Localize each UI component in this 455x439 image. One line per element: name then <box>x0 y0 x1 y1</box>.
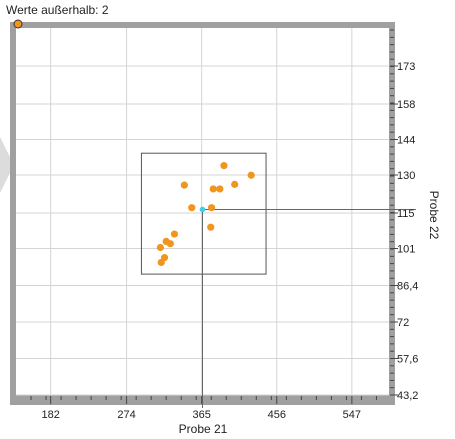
y-tick-label: 101 <box>397 244 415 256</box>
x-tick-label: 365 <box>192 409 210 421</box>
y-tick-label: 57,6 <box>397 354 418 366</box>
x-tick-label: 547 <box>343 409 361 421</box>
selection-box-layer <box>140 152 267 275</box>
y-tick-label: 144 <box>397 135 415 147</box>
y-tick-label: 43,2 <box>397 390 418 402</box>
data-point <box>170 230 179 238</box>
data-point <box>216 185 224 193</box>
data-point <box>166 240 174 248</box>
y-axis-label: Probe 22 <box>427 191 441 240</box>
side-arrow-decoration <box>0 137 14 193</box>
y-tick-label: 130 <box>397 170 415 182</box>
y-tick-label: 86,4 <box>397 281 418 293</box>
y-tick-label: 158 <box>397 99 415 111</box>
centroid-point <box>199 206 206 213</box>
outliers-label: Werte außerhalb: 2 <box>6 3 109 17</box>
points-layer <box>156 162 255 267</box>
data-point <box>156 243 165 252</box>
data-point <box>157 258 165 267</box>
y-tick-label: 115 <box>397 208 415 220</box>
selection-rectangle <box>140 152 267 275</box>
data-point <box>188 204 196 212</box>
data-point <box>231 180 239 188</box>
x-axis-ticks: 182 274 365 456 547 <box>30 396 377 421</box>
x-axis-label: Probe 21 <box>179 422 228 436</box>
x-tick-label: 182 <box>41 409 59 421</box>
data-point <box>180 181 188 189</box>
y-tick-label: 173 <box>397 61 415 73</box>
x-tick-label: 274 <box>117 409 135 421</box>
crosshair-layer <box>202 208 416 408</box>
x-tick-label: 456 <box>268 409 286 421</box>
data-point <box>207 223 215 231</box>
corner-handle-icon[interactable] <box>13 19 23 29</box>
data-point <box>220 162 228 170</box>
data-point <box>207 204 216 212</box>
data-point <box>209 185 217 193</box>
y-axis-ticks: 43,2 57,6 72 86,4 101 115 130 144 158 173 <box>390 29 418 402</box>
y-tick-label: 72 <box>397 317 409 329</box>
data-point <box>247 171 255 179</box>
